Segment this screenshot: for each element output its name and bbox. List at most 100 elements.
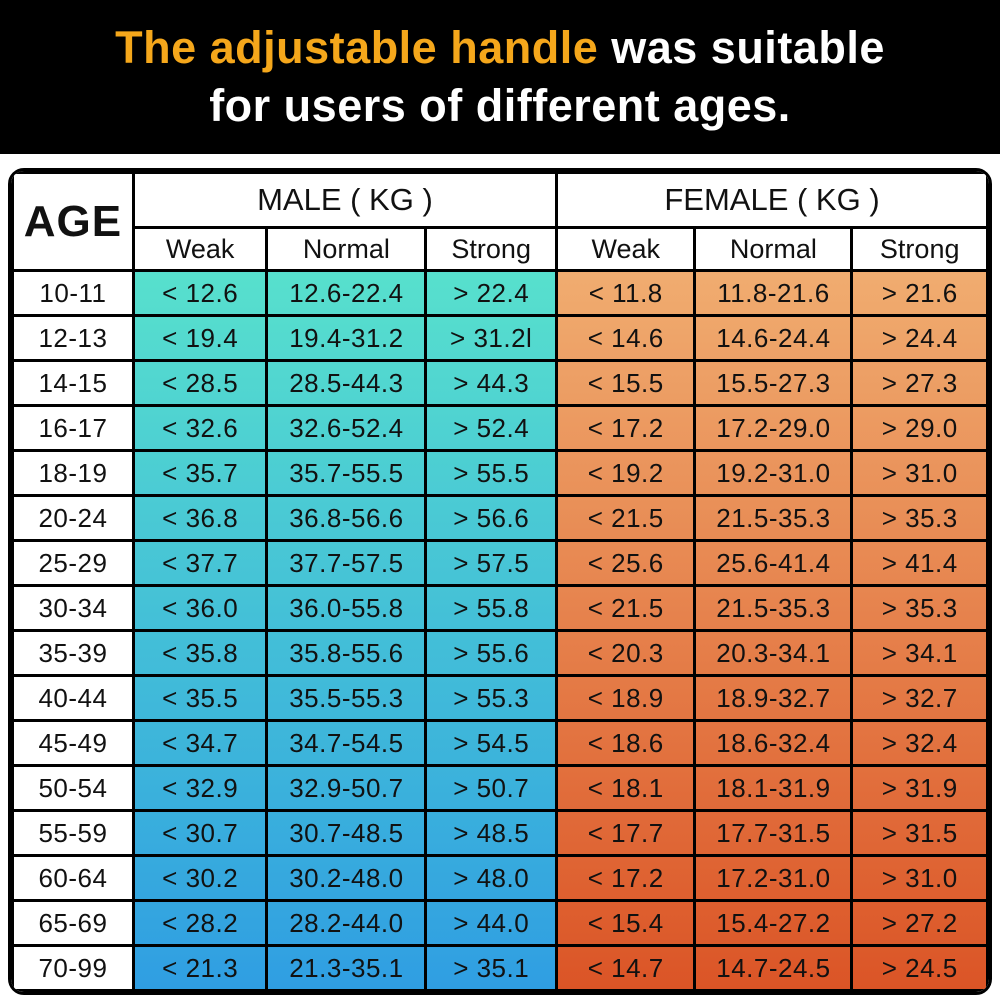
male-normal-cell: 19.4-31.2 <box>265 314 428 362</box>
sub-header-row: Weak Normal Strong Weak Normal Strong <box>13 226 989 272</box>
male-weak-header: Weak <box>131 226 269 272</box>
female-normal-cell: 15.5-27.3 <box>693 359 854 407</box>
table-row: 65-69 < 28.2 28.2-44.0 > 44.0 < 15.4 15.4-27.… <box>11 899 989 947</box>
female-strong-cell: > 32.7 <box>850 674 989 722</box>
female-normal-cell: 15.4-27.2 <box>693 899 854 947</box>
female-weak-cell: < 15.5 <box>555 359 697 407</box>
female-normal-cell: 21.5-35.3 <box>693 584 854 632</box>
male-strong-header: Strong <box>424 226 559 272</box>
table-row: 40-44 < 35.5 35.5-55.3 > 55.3 < 18.9 18.9-32.… <box>11 674 989 722</box>
table-row: 18-19 < 35.7 35.7-55.5 > 55.5 < 19.2 19.2-31.… <box>11 449 989 497</box>
male-weak-cell: < 34.7 <box>131 719 269 767</box>
age-cell: 16-17 <box>11 404 135 452</box>
table-row: 10-11 < 12.6 12.6-22.4 > 22.4 < 11.8 11.8-21.… <box>11 269 989 317</box>
male-normal-cell: 35.7-55.5 <box>265 449 428 497</box>
grip-strength-table: AGE MALE ( KG ) FEMALE ( KG ) Weak Norma… <box>11 171 989 992</box>
age-cell: 70-99 <box>11 944 135 992</box>
female-normal-cell: 18.6-32.4 <box>693 719 854 767</box>
female-normal-cell: 14.7-24.5 <box>693 944 854 992</box>
table-row: 25-29 < 37.7 37.7-57.5 > 57.5 < 25.6 25.6-41.… <box>11 539 989 587</box>
male-weak-cell: < 36.8 <box>131 494 269 542</box>
male-normal-cell: 32.9-50.7 <box>265 764 428 812</box>
female-normal-header: Normal <box>693 226 854 272</box>
male-strong-cell: > 55.8 <box>424 584 559 632</box>
male-strong-cell: > 56.6 <box>424 494 559 542</box>
group-header-row: AGE MALE ( KG ) FEMALE ( KG ) <box>11 171 989 272</box>
male-weak-cell: < 32.6 <box>131 404 269 452</box>
female-normal-cell: 17.2-31.0 <box>693 854 854 902</box>
male-normal-cell: 30.2-48.0 <box>265 854 428 902</box>
age-cell: 40-44 <box>11 674 135 722</box>
table-row: 20-24 < 36.8 36.8-56.6 > 56.6 < 21.5 21.5-35.… <box>11 494 989 542</box>
male-weak-cell: < 28.2 <box>131 899 269 947</box>
age-cell: 18-19 <box>11 449 135 497</box>
female-strong-cell: > 41.4 <box>850 539 989 587</box>
male-weak-cell: < 37.7 <box>131 539 269 587</box>
female-weak-cell: < 14.6 <box>555 314 697 362</box>
female-normal-cell: 14.6-24.4 <box>693 314 854 362</box>
male-strong-cell: > 35.1 <box>424 944 559 992</box>
female-normal-cell: 11.8-21.6 <box>693 269 854 317</box>
age-cell: 10-11 <box>11 269 135 317</box>
female-strong-cell: > 31.9 <box>850 764 989 812</box>
female-weak-cell: < 17.2 <box>555 854 697 902</box>
female-strong-cell: > 24.4 <box>850 314 989 362</box>
male-strong-cell: > 44.0 <box>424 899 559 947</box>
male-weak-cell: < 36.0 <box>131 584 269 632</box>
female-strong-header: Strong <box>850 226 989 272</box>
male-strong-cell: > 31.2l <box>424 314 559 362</box>
female-normal-cell: 19.2-31.0 <box>693 449 854 497</box>
female-normal-cell: 25.6-41.4 <box>693 539 854 587</box>
table-row: 45-49 < 34.7 34.7-54.5 > 54.5 < 18.6 18.6-32.… <box>11 719 989 767</box>
female-normal-cell: 18.9-32.7 <box>693 674 854 722</box>
male-normal-cell: 36.8-56.6 <box>265 494 428 542</box>
male-weak-cell: < 12.6 <box>131 269 269 317</box>
female-normal-cell: 18.1-31.9 <box>693 764 854 812</box>
table-row: 60-64 < 30.2 30.2-48.0 > 48.0 < 17.2 17.2-31.… <box>11 854 989 902</box>
male-normal-cell: 28.5-44.3 <box>265 359 428 407</box>
male-weak-cell: < 30.2 <box>131 854 269 902</box>
female-strong-cell: > 27.3 <box>850 359 989 407</box>
male-strong-cell: > 48.5 <box>424 809 559 857</box>
page-title-line2: for users of different ages. <box>209 80 791 131</box>
female-weak-cell: < 17.2 <box>555 404 697 452</box>
female-strong-cell: > 31.5 <box>850 809 989 857</box>
male-normal-cell: 28.2-44.0 <box>265 899 428 947</box>
female-weak-cell: < 17.7 <box>555 809 697 857</box>
female-weak-cell: < 25.6 <box>555 539 697 587</box>
male-weak-cell: < 19.4 <box>131 314 269 362</box>
male-weak-cell: < 30.7 <box>131 809 269 857</box>
table-row: 55-59 < 30.7 30.7-48.5 > 48.5 < 17.7 17.7-31.… <box>11 809 989 857</box>
female-strong-cell: > 29.0 <box>850 404 989 452</box>
female-strong-cell: > 27.2 <box>850 899 989 947</box>
female-weak-cell: < 11.8 <box>555 269 697 317</box>
female-weak-cell: < 18.9 <box>555 674 697 722</box>
age-cell: 25-29 <box>11 539 135 587</box>
age-cell: 50-54 <box>11 764 135 812</box>
male-weak-cell: < 28.5 <box>131 359 269 407</box>
male-strong-cell: > 22.4 <box>424 269 559 317</box>
female-weak-cell: < 14.7 <box>555 944 697 992</box>
title-banner: The adjustable handle was suitable for u… <box>0 0 1000 154</box>
female-weak-cell: < 18.1 <box>555 764 697 812</box>
female-strong-cell: > 35.3 <box>850 584 989 632</box>
female-weak-cell: < 20.3 <box>555 629 697 677</box>
age-cell: 65-69 <box>11 899 135 947</box>
male-strong-cell: > 48.0 <box>424 854 559 902</box>
male-normal-header: Normal <box>265 226 428 272</box>
age-cell: 30-34 <box>11 584 135 632</box>
age-cell: 60-64 <box>11 854 135 902</box>
age-cell: 14-15 <box>11 359 135 407</box>
male-strong-cell: > 55.5 <box>424 449 559 497</box>
male-strong-cell: > 55.3 <box>424 674 559 722</box>
age-cell: 12-13 <box>11 314 135 362</box>
age-cell: 55-59 <box>11 809 135 857</box>
table-row: 16-17 < 32.6 32.6-52.4 > 52.4 < 17.2 17.2-29.… <box>11 404 989 452</box>
age-cell: 20-24 <box>11 494 135 542</box>
female-weak-cell: < 19.2 <box>555 449 697 497</box>
page-title-line1: The adjustable handle was suitable <box>115 19 885 78</box>
table-row: 50-54 < 32.9 32.9-50.7 > 50.7 < 18.1 18.1-31.… <box>11 764 989 812</box>
male-strong-cell: > 52.4 <box>424 404 559 452</box>
female-weak-header: Weak <box>555 226 697 272</box>
